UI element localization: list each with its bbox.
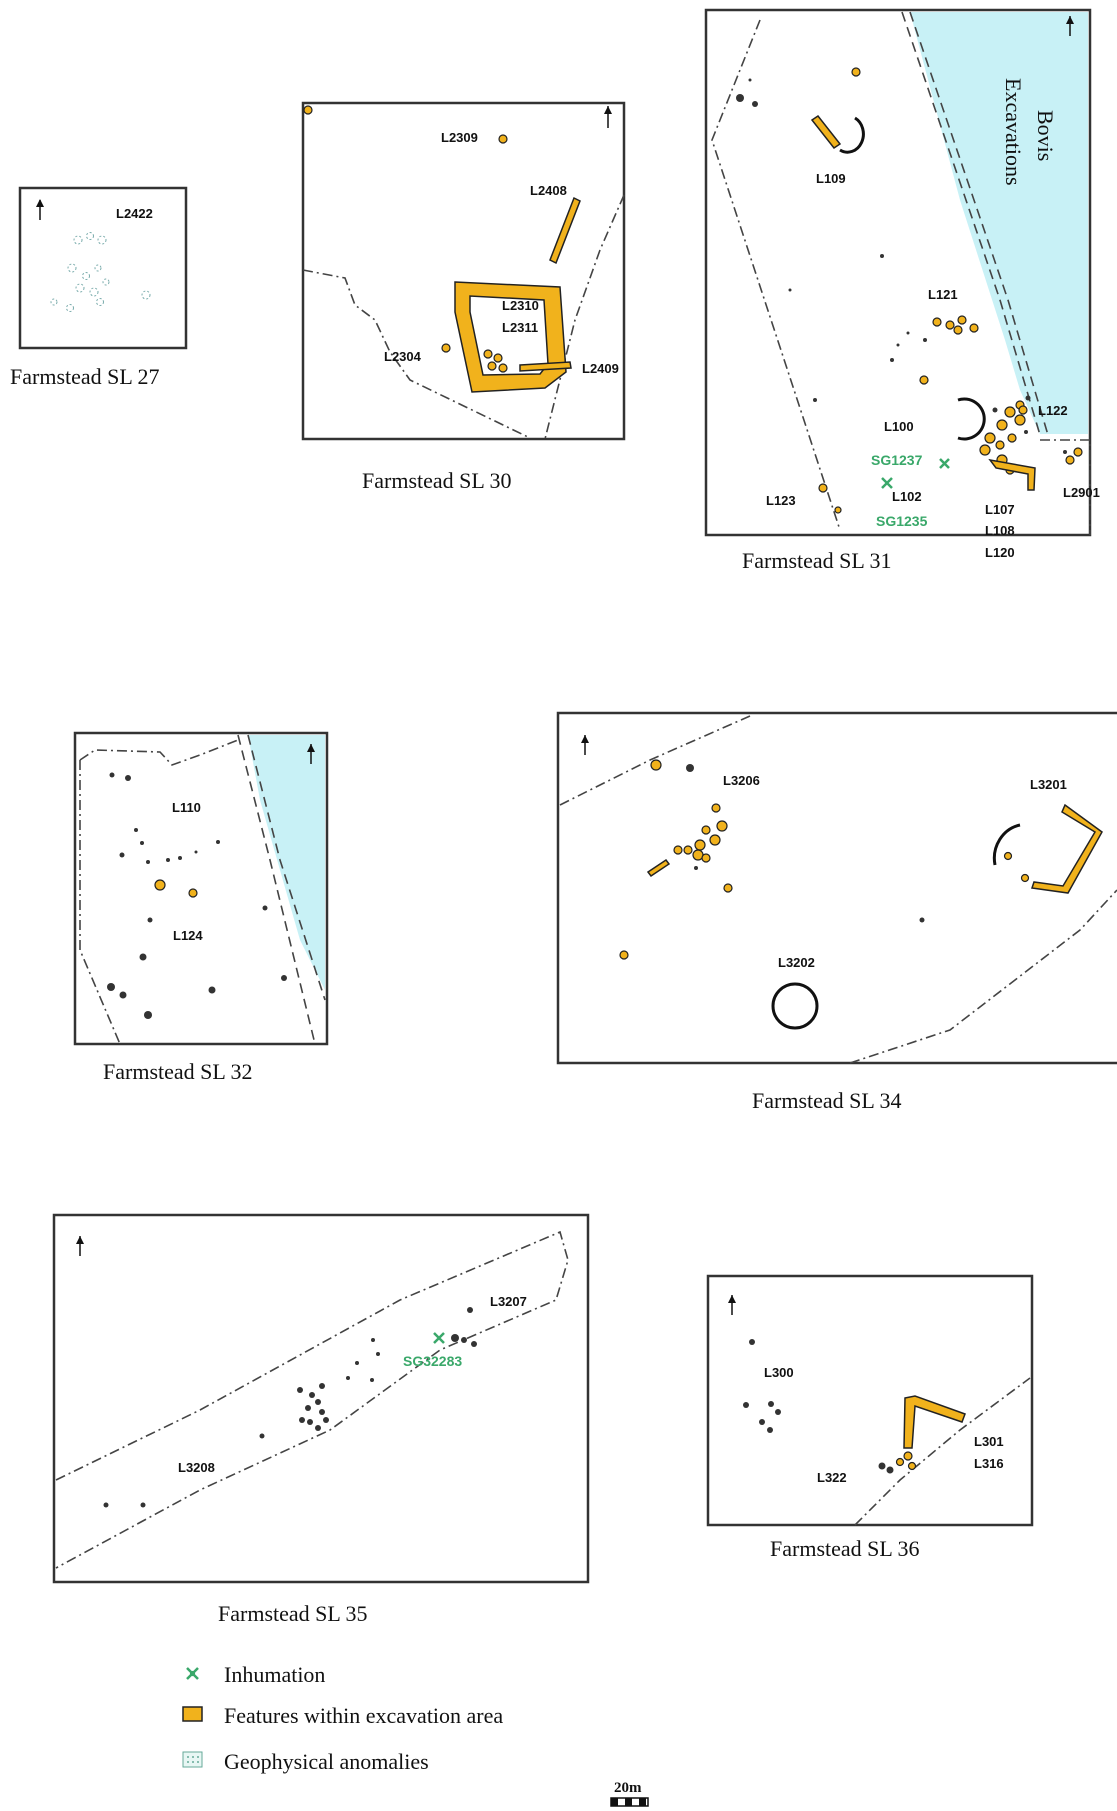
inhumation-icon <box>186 1667 199 1680</box>
caption-sl27: Farmstead SL 27 <box>10 364 160 389</box>
label-L100: L100 <box>884 419 914 434</box>
label-L110: L110 <box>172 800 201 815</box>
bovis-excavation-area <box>248 735 325 990</box>
sl35-frame <box>52 1213 590 1584</box>
label-SG32283: SG32283 <box>403 1353 462 1369</box>
farmstead-sl32-plan: L110 L124 <box>73 731 329 1046</box>
label-L3202: L3202 <box>778 955 815 970</box>
farmstead-sl36-plan: L300 L301 L316 L322 <box>706 1274 1034 1527</box>
north-arrow-icon <box>604 106 612 128</box>
bovis-excavation-area <box>910 12 1088 434</box>
legend-inhumation: Inhumation <box>224 1662 325 1687</box>
north-arrow-icon <box>36 199 44 220</box>
label-L102: L102 <box>892 489 922 504</box>
farmstead-sl35-plan: L3207 L3208 SG32283 <box>52 1213 590 1584</box>
label-L109: L109 <box>816 171 846 186</box>
label-SG1235: SG1235 <box>876 513 928 529</box>
geophysical-swatch-icon <box>182 1751 203 1768</box>
farmstead-sl30-plan: L2309 L2408 L2310 L2311 L2304 L2409 <box>301 101 626 441</box>
label-SG1237: SG1237 <box>871 452 923 468</box>
label-L3207: L3207 <box>490 1294 527 1309</box>
caption-sl35: Farmstead SL 35 <box>218 1601 368 1626</box>
inhumation-icon <box>881 477 893 489</box>
scale-bar-label: 20m <box>614 1780 642 1796</box>
farmstead-sl34-plan: L3206 L3201 L3202 <box>556 711 1117 1065</box>
label-L2311: L2311 <box>502 320 538 335</box>
label-L316: L316 <box>974 1456 1004 1471</box>
label-L2422: L2422 <box>116 206 153 221</box>
sl30-frame <box>301 101 626 441</box>
sl36-frame <box>706 1274 1034 1527</box>
label-L3208: L3208 <box>178 1460 215 1475</box>
sl32-frame <box>73 731 329 1046</box>
label-L120: L120 <box>985 545 1015 560</box>
label-L3206: L3206 <box>723 773 760 788</box>
label-L301: L301 <box>974 1434 1004 1449</box>
farmstead-sl27-plan: L2422 <box>18 186 188 350</box>
feature-swatch-icon <box>182 1706 203 1722</box>
label-L2310: L2310 <box>502 298 539 313</box>
label-L2309: L2309 <box>441 130 478 145</box>
scale-bar: 20m <box>610 1780 649 1807</box>
sl31-frame <box>704 8 1092 537</box>
legend-features: Features within excavation area <box>224 1703 503 1728</box>
label-L300: L300 <box>764 1365 794 1380</box>
label-L122: L122 <box>1038 403 1068 418</box>
label-L123: L123 <box>766 493 796 508</box>
caption-sl36: Farmstead SL 36 <box>770 1536 920 1561</box>
label-L2304: L2304 <box>384 349 422 364</box>
legend: Inhumation Features within excavation ar… <box>182 1662 503 1774</box>
caption-sl31: Farmstead SL 31 <box>742 548 892 573</box>
north-arrow-icon <box>1066 16 1074 36</box>
label-L3201: L3201 <box>1030 777 1067 792</box>
farmstead-sl31-plan: Bovis Excavations L109 L121 L100 <box>704 8 1100 560</box>
label-L108: L108 <box>985 523 1015 538</box>
north-arrow-icon <box>728 1295 736 1315</box>
sl34-frame <box>556 711 1117 1065</box>
label-bovis: Bovis <box>1033 110 1058 161</box>
label-L124: L124 <box>173 928 203 943</box>
north-arrow-icon <box>581 735 589 755</box>
label-L2408: L2408 <box>530 183 567 198</box>
legend-geophysical: Geophysical anomalies <box>224 1749 429 1774</box>
north-arrow-icon <box>76 1236 84 1256</box>
caption-sl32: Farmstead SL 32 <box>103 1059 253 1084</box>
label-L2409: L2409 <box>582 361 619 376</box>
label-L322: L322 <box>817 1470 847 1485</box>
inhumation-icon <box>433 1332 445 1344</box>
label-L2901: L2901 <box>1063 485 1100 500</box>
geophysical-anomalies <box>50 232 151 312</box>
label-excavations: Excavations <box>1001 78 1026 186</box>
caption-sl30: Farmstead SL 30 <box>362 468 512 493</box>
north-arrow-icon <box>307 744 315 764</box>
caption-sl34: Farmstead SL 34 <box>752 1088 902 1113</box>
sl27-frame <box>18 186 188 350</box>
label-L121: L121 <box>928 287 958 302</box>
inhumation-icon <box>939 458 950 469</box>
label-L107: L107 <box>985 502 1015 517</box>
